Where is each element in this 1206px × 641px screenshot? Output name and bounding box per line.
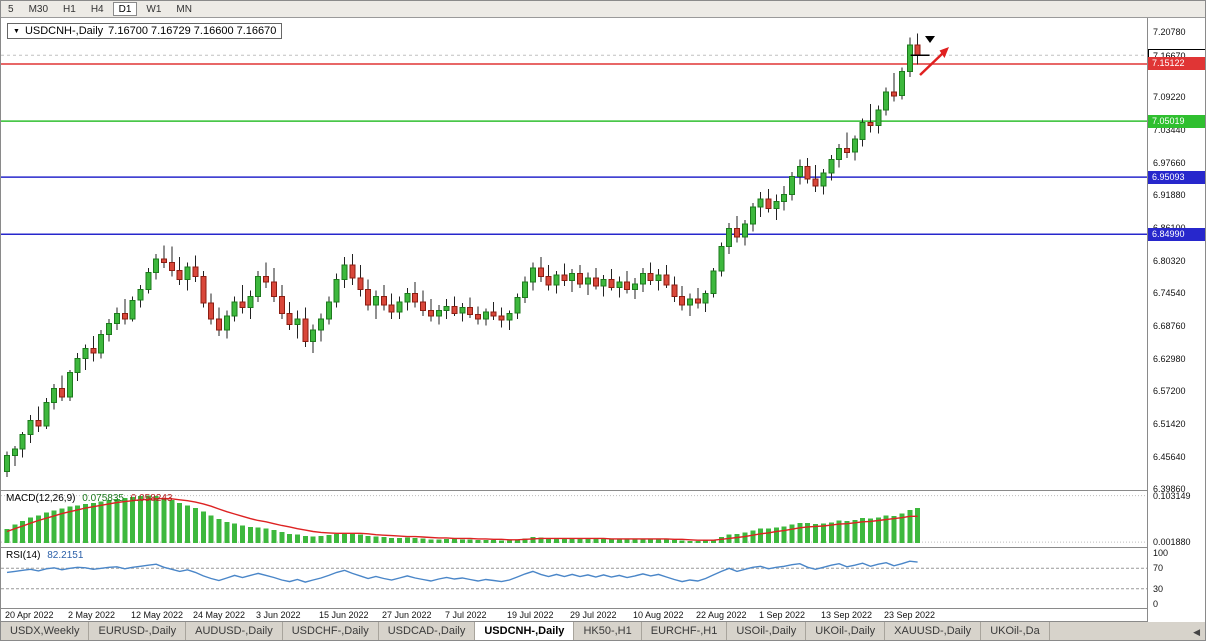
symbol-tab-usdchf-daily[interactable]: USDCHF-,Daily: [283, 622, 379, 640]
date-label: 22 Aug 2022: [696, 610, 747, 620]
date-label: 27 Jun 2022: [382, 610, 432, 620]
price-axis[interactable]: 7.207807.092207.034406.976606.918806.861…: [1147, 18, 1205, 622]
symbol-tab-usdx-weekly[interactable]: USDX,Weekly: [1, 622, 90, 640]
date-label: 7 Jul 2022: [445, 610, 487, 620]
symbol-tabbar: USDX,Weekly EURUSD-,Daily AUDUSD-,Daily USD…: [1, 622, 1205, 640]
price-axis-label: 6.45640: [1153, 452, 1186, 462]
date-label: 3 Jun 2022: [256, 610, 301, 620]
timeframe-button-w1[interactable]: W1: [146, 4, 162, 15]
symbol-tab-ukoil-da[interactable]: UKOil-,Da: [981, 622, 1050, 640]
rsi-axis-label: 0: [1153, 599, 1159, 609]
date-label: 12 May 2022: [131, 610, 184, 620]
candles: [4, 33, 921, 478]
symbol-tab-usoil-daily[interactable]: USOil-,Daily: [727, 622, 807, 640]
rsi-axis-label: 30: [1153, 584, 1164, 594]
chevron-down-icon[interactable]: ▼: [13, 27, 20, 35]
date-label: 20 Apr 2022: [5, 610, 54, 620]
macd-main-value: 0.075835: [82, 493, 124, 504]
price-axis-label: 6.39860: [1153, 484, 1186, 494]
symbol-tab-xauusd-daily[interactable]: XAUUSD-,Daily: [885, 622, 982, 640]
rsi-line: [6, 560, 918, 583]
timeframe-button-h1[interactable]: H1: [63, 4, 76, 15]
price-axis-label: 6.62980: [1153, 354, 1186, 364]
tab-scroll-left-icon[interactable]: ◀: [1193, 627, 1200, 637]
trend-arrow-head-icon: [939, 47, 949, 58]
price-axis-label: 6.74540: [1153, 288, 1186, 298]
timeframe-button-5[interactable]: 5: [8, 4, 14, 15]
rsi-name: RSI(14): [6, 550, 41, 561]
chart-symbol-period: USDCNH-,Daily: [24, 25, 104, 37]
price-level-badge-red: 7.15122: [1148, 57, 1205, 70]
date-label: 23 Sep 2022: [884, 610, 936, 620]
trend-arrow-annotation[interactable]: [919, 52, 944, 76]
price-level-badge-green: 7.05019: [1148, 115, 1205, 128]
price-axis-label: 6.97660: [1153, 158, 1186, 168]
macd-axis-label: 0.103149: [1153, 491, 1191, 501]
timeframe-toolbar: 5 M30 H1 H4 D1 W1 MN: [1, 1, 1205, 18]
price-axis-label: 7.09220: [1153, 92, 1186, 102]
price-axis-label: 7.20780: [1153, 27, 1186, 37]
date-label: 10 Aug 2022: [633, 610, 684, 620]
main-price-chart[interactable]: [1, 18, 1147, 490]
date-label: 13 Sep 2022: [821, 610, 873, 620]
symbol-tab-usdcnh-daily[interactable]: USDCNH-,Daily: [475, 622, 575, 640]
date-label: 19 Jul 2022: [507, 610, 554, 620]
rsi-indicator-panel[interactable]: [1, 548, 1147, 608]
rsi-label: RSI(14) 82.2151: [6, 550, 83, 561]
date-axis[interactable]: 20 Apr 2022 2 May 2022 12 May 2022 24 May 2…: [1, 609, 1147, 621]
price-level-badge-blue-1: 6.95093: [1148, 171, 1205, 184]
symbol-tab-eurchf-h1[interactable]: EURCHF-,H1: [642, 622, 728, 640]
timeframe-button-h4[interactable]: H4: [90, 4, 104, 15]
rsi-axis-label: 100: [1153, 548, 1169, 558]
macd-histogram: [4, 495, 921, 543]
chart-ohlc-values: 7.16700 7.16729 7.16600 7.16670: [108, 25, 277, 37]
date-label: 29 Jul 2022: [570, 610, 617, 620]
date-label: 2 May 2022: [68, 610, 116, 620]
timeframe-button-mn[interactable]: MN: [176, 4, 192, 15]
rsi-value: 82.2151: [47, 550, 84, 561]
date-label: 15 Jun 2022: [319, 610, 369, 620]
price-axis-label: 6.51420: [1153, 419, 1186, 429]
date-label: 1 Sep 2022: [759, 610, 806, 620]
price-level-badge-blue-2: 6.84990: [1148, 228, 1205, 241]
price-axis-label: 6.91880: [1153, 190, 1186, 200]
symbol-tab-hk50-h1[interactable]: HK50-,H1: [574, 622, 642, 640]
price-axis-label: 6.57200: [1153, 386, 1186, 396]
macd-indicator-panel[interactable]: [1, 491, 1147, 547]
macd-name: MACD(12,26,9): [6, 493, 76, 504]
symbol-tab-ukoil-daily[interactable]: UKOil-,Daily: [806, 622, 886, 640]
panel-separator[interactable]: [1, 490, 1205, 491]
down-triangle-marker-icon[interactable]: [925, 36, 935, 43]
price-axis-label: 6.80320: [1153, 256, 1186, 266]
price-axis-label: 7.03440: [1153, 125, 1186, 135]
symbol-tab-usdcad-daily[interactable]: USDCAD-,Daily: [379, 622, 476, 640]
panel-separator[interactable]: [1, 547, 1205, 548]
macd-axis-label: 0.001880: [1153, 537, 1191, 547]
timeframe-button-d1[interactable]: D1: [112, 2, 138, 16]
panel-separator: [1, 608, 1205, 609]
symbol-tab-audusd-daily[interactable]: AUDUSD-,Daily: [186, 622, 283, 640]
macd-signal-value: 0.058243: [130, 493, 173, 504]
symbol-tab-eurusd-daily[interactable]: EURUSD-,Daily: [89, 622, 187, 640]
price-axis-label: 6.68760: [1153, 321, 1186, 331]
rsi-axis-label: 70: [1153, 563, 1164, 573]
chart-title-box: ▼ USDCNH-,Daily 7.16700 7.16729 7.16600 …: [7, 23, 283, 39]
panel-separator: [1, 621, 1205, 622]
macd-label: MACD(12,26,9) 0.075835 0.058243: [6, 493, 172, 504]
macd-signal-line: [6, 497, 918, 541]
timeframe-button-m30[interactable]: M30: [28, 4, 49, 15]
date-label: 24 May 2022: [193, 610, 246, 620]
